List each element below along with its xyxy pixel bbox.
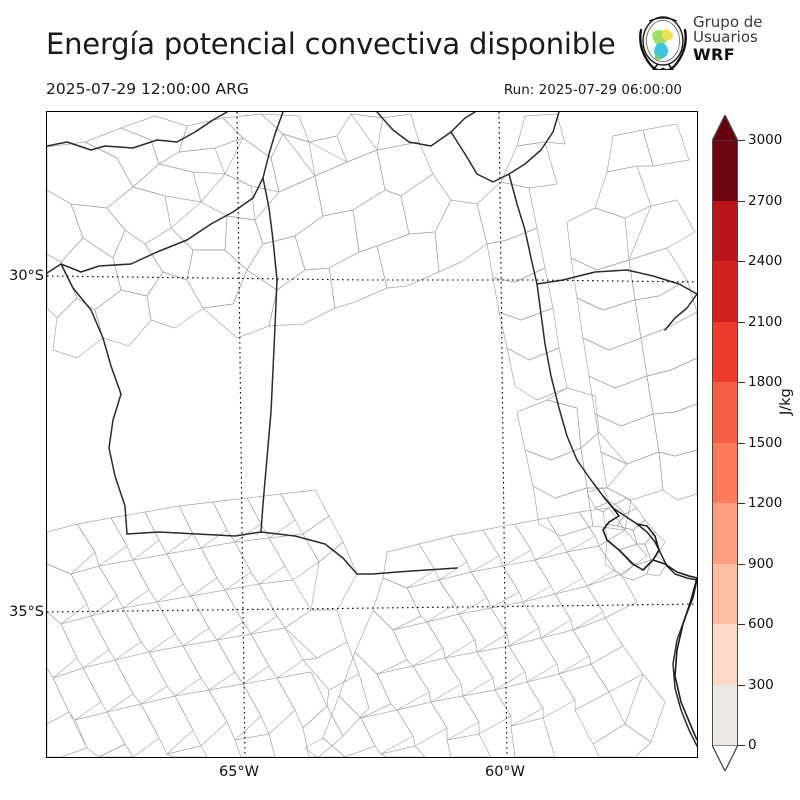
colorbar-band [712, 503, 738, 565]
graticule-gridlines [47, 112, 697, 757]
colorbar-tick [738, 321, 745, 323]
colorbar-bands [712, 140, 738, 746]
wrf-logo: Grupo de Usuarios WRF [637, 12, 792, 72]
logo-line-2: Usuarios [693, 28, 758, 47]
colorbar-band [712, 624, 738, 686]
colorbar-tick [738, 200, 745, 202]
colorbar-tick-label: 300 [748, 676, 774, 693]
page-title: Energía potencial convectiva disponible [46, 27, 616, 61]
map-plot-area[interactable] [46, 111, 698, 758]
y-tick-label-30s: 30°S [9, 268, 44, 284]
colorbar-tick-label: 1500 [748, 434, 783, 451]
colorbar-tick-label: 2100 [748, 313, 783, 330]
colorbar-tick [738, 624, 745, 626]
colorbar-tick-label: 1800 [748, 374, 783, 390]
run-time-label: Run: 2025-07-29 06:00:00 [503, 82, 682, 98]
department-boundaries [47, 113, 697, 757]
colorbar-tick-label: 900 [748, 555, 774, 572]
colorbar-tick [738, 442, 745, 444]
x-tick-label-65w: 65°W [218, 764, 260, 780]
colorbar-tick-label: 2700 [748, 192, 783, 209]
colorbar-tick [738, 503, 745, 505]
valid-time-label: 2025-07-29 12:00:00 ARG [46, 80, 249, 98]
colorbar-tick [738, 684, 745, 686]
colorbar-tick-label: 0 [748, 737, 757, 753]
colorbar-tick-label: 600 [748, 616, 774, 632]
wrf-globe-logo-icon [639, 16, 687, 70]
colorbar-band [712, 382, 738, 444]
colorbar-tick-label: 3000 [748, 132, 783, 148]
colorbar-tick [738, 140, 745, 142]
colorbar-band [712, 563, 738, 625]
colorbar-over-arrow [712, 115, 738, 141]
colorbar-tick [738, 382, 745, 384]
colorbar-tick [738, 563, 745, 565]
x-tick-label-60w: 60°W [484, 764, 526, 780]
y-tick-label-35s: 35°S [9, 604, 44, 620]
colorbar-band [712, 442, 738, 504]
colorbar-band [712, 261, 738, 323]
wrf-logo-text: Grupo de Usuarios WRF [693, 13, 793, 71]
logo-line-3: WRF [693, 44, 736, 64]
logo-line-1: Grupo de [693, 13, 763, 31]
colorbar-tick-label: 1200 [748, 495, 783, 511]
colorbar-band [712, 200, 738, 262]
colorbar-tick-label: 2400 [748, 253, 783, 269]
colorbar-tick [738, 261, 745, 263]
colorbar-unit-label: J/kg [778, 388, 794, 415]
colorbar-band [712, 140, 738, 202]
colorbar-band [712, 321, 738, 383]
coastline [602, 495, 697, 741]
colorbar-tick [738, 745, 745, 747]
colorbar-band [712, 684, 738, 746]
colorbar[interactable]: 0 300 600 900 1200 1500 1800 2100 2400 2700 3000 J… [706, 115, 800, 771]
map-geography [47, 112, 697, 757]
colorbar-under-arrow [712, 745, 738, 771]
